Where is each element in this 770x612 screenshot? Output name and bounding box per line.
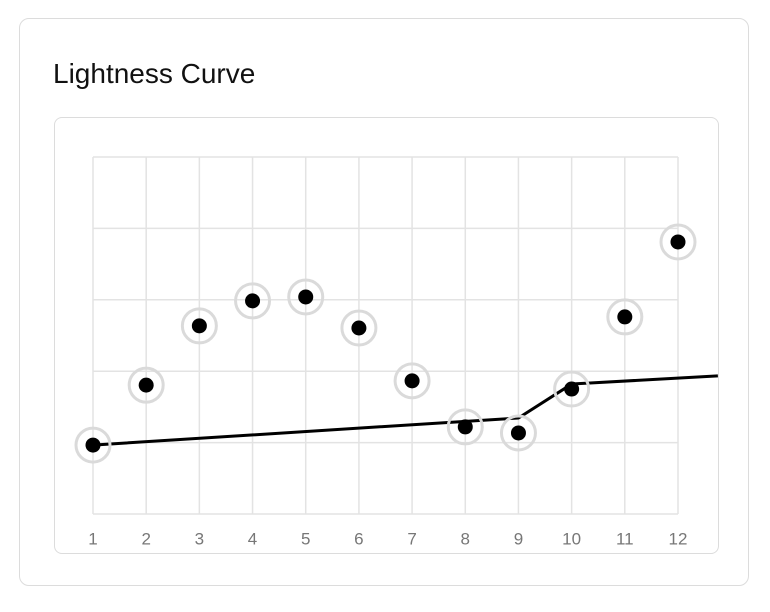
- x-tick-label: 11: [616, 529, 634, 548]
- x-tick-label: 4: [248, 529, 257, 548]
- x-tick-label: 7: [407, 529, 416, 548]
- point-halo: [393, 362, 431, 400]
- card: [19, 18, 749, 586]
- x-tick-label: 3: [195, 529, 204, 548]
- point: [670, 234, 686, 250]
- point-halo: [659, 223, 697, 261]
- point-halo: [127, 366, 165, 404]
- point-halo: [340, 309, 378, 347]
- x-tick-label: 2: [141, 529, 150, 548]
- point: [298, 289, 314, 305]
- point-halo: [606, 298, 644, 336]
- x-tick-label: 12: [669, 529, 688, 548]
- point: [457, 419, 473, 435]
- point-halo: [287, 278, 325, 316]
- point-halo: [499, 414, 537, 452]
- point: [404, 373, 420, 389]
- chart-box: [54, 117, 719, 554]
- card-title: Lightness Curve: [53, 58, 256, 89]
- point: [191, 318, 207, 334]
- point: [564, 381, 580, 397]
- point-halo: [180, 307, 218, 345]
- point: [85, 437, 101, 453]
- curve-line: [92, 374, 718, 447]
- x-tick-label: 5: [301, 529, 310, 548]
- point-halo: [234, 282, 272, 320]
- point: [617, 309, 633, 325]
- point-halo: [74, 426, 112, 464]
- x-tick-label: 1: [88, 529, 97, 548]
- point: [351, 320, 367, 336]
- point: [138, 377, 154, 393]
- point-halo: [446, 408, 484, 446]
- point-halo: [553, 370, 591, 408]
- point: [245, 293, 261, 309]
- x-tick-label: 9: [514, 529, 523, 548]
- x-tick-label: 8: [461, 529, 470, 548]
- point: [510, 425, 526, 441]
- x-tick-label: 6: [354, 529, 363, 548]
- plot: [74, 156, 718, 515]
- x-tick-label: 10: [562, 529, 581, 548]
